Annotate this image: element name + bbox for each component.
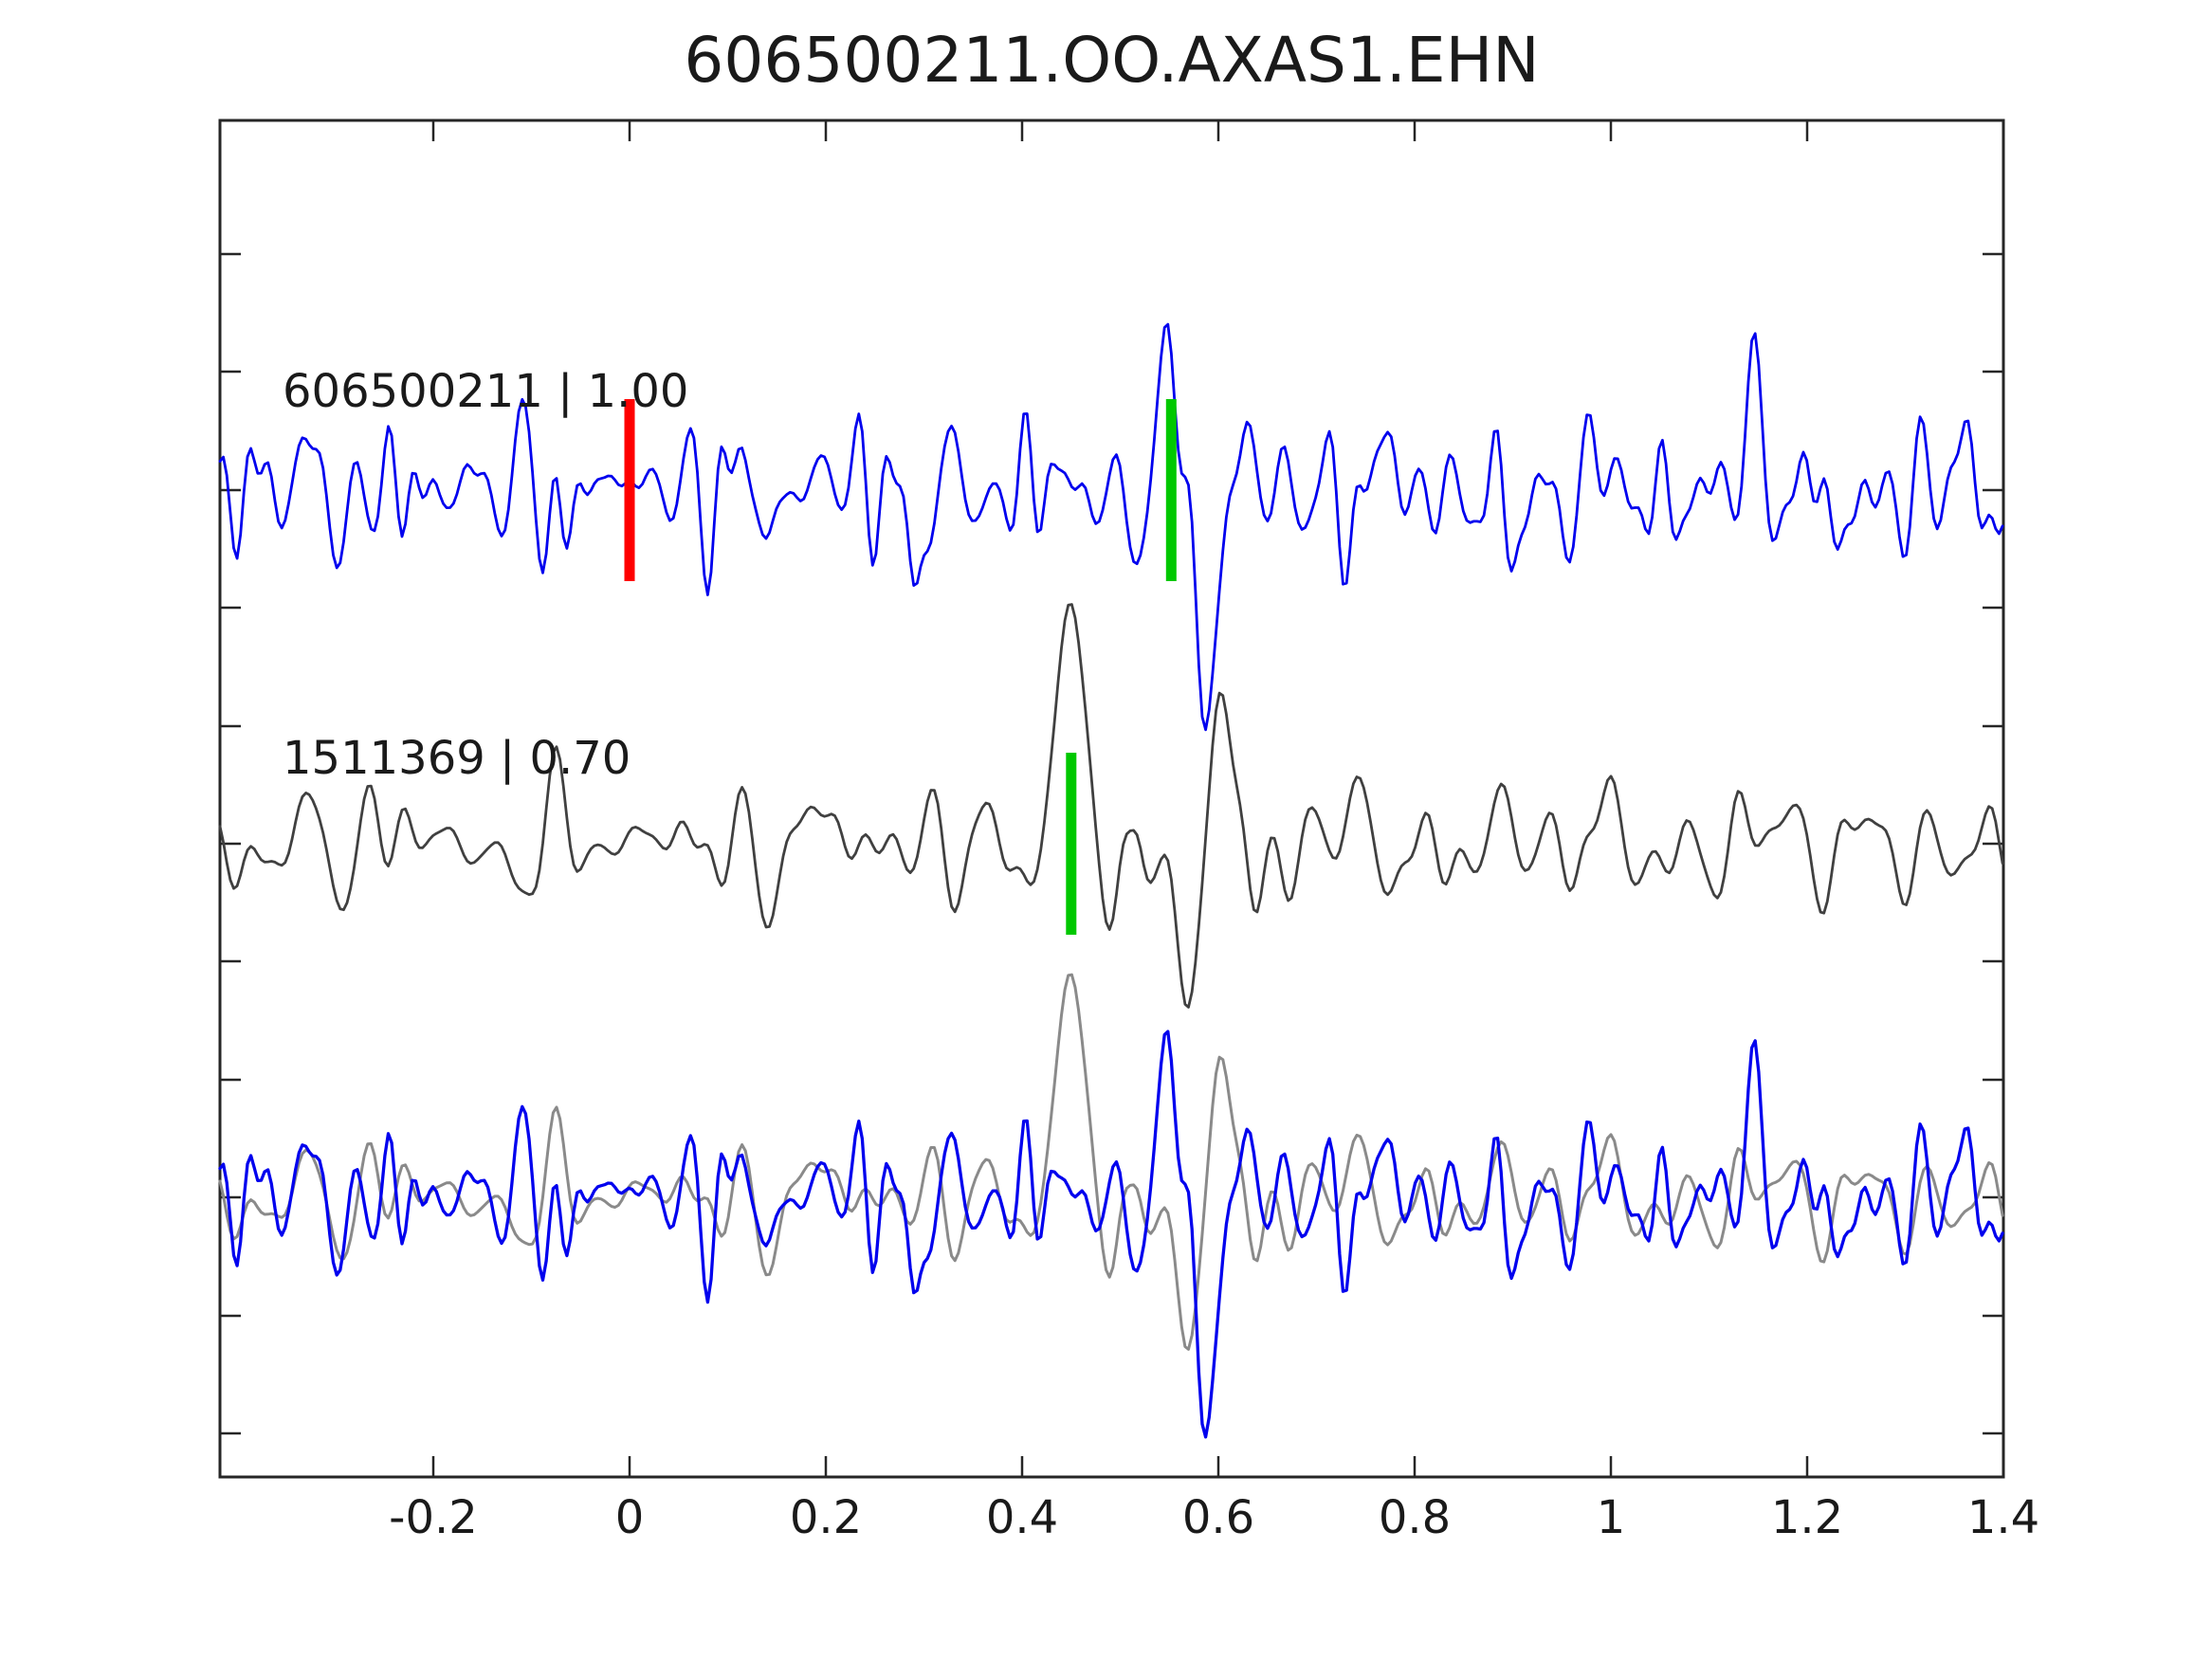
- overlay-trace-detection: [218, 1030, 2004, 1439]
- detect-time-marker: [624, 399, 635, 581]
- trace-template: [218, 603, 2004, 1009]
- x-tick-label--0.2: -0.2: [389, 1491, 478, 1544]
- pick-marker-detection: [1165, 399, 1177, 581]
- plot-title: 606500211.OO.AXAS1.EHN: [684, 24, 1540, 97]
- x-tick-label-1.2: 1.2: [1770, 1491, 1844, 1544]
- overlay-trace-template: [218, 973, 2004, 1351]
- x-tick-label-0: 0: [614, 1491, 645, 1544]
- pick-marker-template: [1066, 753, 1077, 935]
- trace-detection: [218, 322, 2004, 732]
- x-tick-label-1: 1: [1596, 1491, 1626, 1544]
- x-tick-label-0.2: 0.2: [789, 1491, 863, 1544]
- trace-label-template: 1511369 | 0.70: [283, 732, 631, 785]
- x-tick-label-1.4: 1.4: [1966, 1491, 2040, 1544]
- trace-label-detection: 606500211 | 1.00: [283, 365, 689, 418]
- x-tick-label-0.6: 0.6: [1181, 1491, 1255, 1544]
- x-tick-label-0.8: 0.8: [1378, 1491, 1452, 1544]
- plot-frame: [218, 118, 2005, 1479]
- x-tick-label-0.4: 0.4: [985, 1491, 1059, 1544]
